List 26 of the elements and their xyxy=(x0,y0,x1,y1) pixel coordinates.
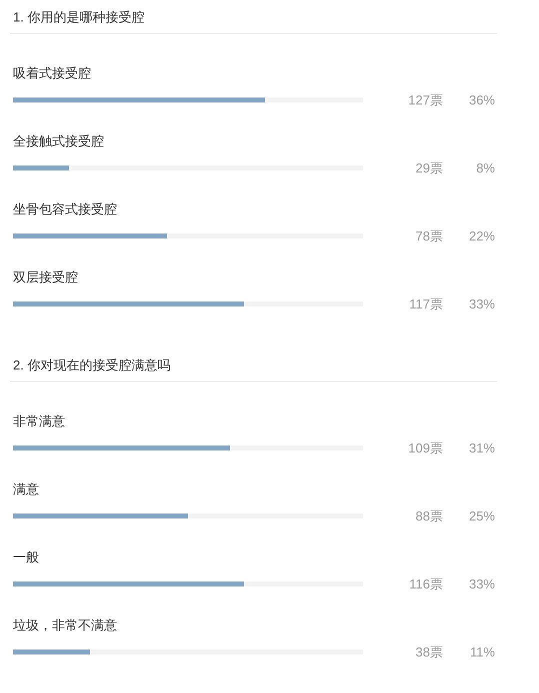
data-label: 25% xyxy=(468,508,496,524)
data-label: 31% xyxy=(468,440,496,456)
data-label: 36% xyxy=(468,92,496,108)
text: 29票 xyxy=(416,160,443,176)
y-tick-label: 吸着式接受腔 xyxy=(13,66,91,81)
text: 116票 xyxy=(409,576,443,592)
data-label: 33% xyxy=(468,576,496,592)
y-tick-label: 垃圾，非常不满意 xyxy=(12,618,117,633)
data-label: 8% xyxy=(476,160,496,176)
text: 117票 xyxy=(409,296,443,312)
data-label: 22% xyxy=(468,228,496,244)
text: 88票 xyxy=(416,508,443,524)
y-tick-label: 一般 xyxy=(13,550,39,565)
chart-title: 2. 你对现在的接受腔满意吗 xyxy=(13,358,170,373)
chart-title: 1. 你用的是哪种接受腔 xyxy=(13,10,144,25)
y-tick-label: 双层接受腔 xyxy=(13,270,78,285)
text: 78票 xyxy=(416,228,443,244)
y-tick-label: 全接触式接受腔 xyxy=(13,134,104,149)
text: 127票 xyxy=(408,92,443,108)
y-tick-label: 满意 xyxy=(13,482,39,497)
data-label: 11% xyxy=(470,644,496,660)
text: 38票 xyxy=(416,644,443,660)
y-tick-label: 坐骨包容式接受腔 xyxy=(13,202,117,217)
y-tick-label: 非常满意 xyxy=(13,414,65,429)
text: 109票 xyxy=(408,440,443,456)
data-label: 33% xyxy=(468,296,496,312)
